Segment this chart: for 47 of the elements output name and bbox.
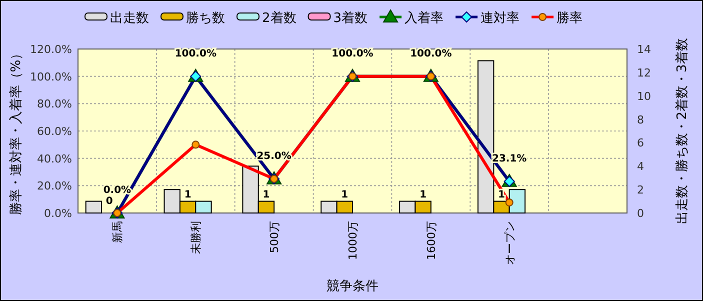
data-label: 100.0% [174, 48, 216, 60]
bar [164, 189, 180, 214]
legend-label: 勝ち数 [186, 11, 225, 26]
data-label: 100.0% [332, 48, 374, 60]
y2-tick-label: 12 [637, 66, 651, 80]
y-axis-title: 勝率・連対率・入着率（%） [8, 46, 24, 216]
data-label: 0 [106, 196, 113, 207]
y2-tick-label: 8 [637, 113, 644, 126]
bar [242, 166, 259, 214]
y2-tick-label: 0 [637, 207, 644, 220]
y2-axis-title: 出走数・勝ち数・2着数・3着数 [674, 38, 690, 224]
data-label: 1 [184, 189, 192, 200]
x-tick-label: 500万 [268, 221, 282, 253]
data-label: 1 [341, 189, 348, 200]
y2-tick-label: 2 [637, 184, 644, 197]
bar [477, 60, 494, 214]
data-label: 1 [420, 189, 427, 200]
data-label: 1 [262, 189, 270, 200]
bar [195, 200, 212, 214]
legend-label: 入着率 [404, 10, 444, 26]
y-tick-label: 80.0% [37, 98, 72, 111]
bar [320, 200, 338, 214]
y-tick-label: 40.0% [37, 152, 72, 166]
legend-label: 勝率 [556, 10, 583, 26]
y2-tick-label: 6 [637, 136, 644, 150]
legend-label: 連対率 [480, 10, 520, 26]
y-tick-label: 20.0% [37, 180, 72, 193]
legend-label: 2着数 [262, 10, 296, 26]
data-label: 100.0% [410, 48, 452, 60]
legend-label: 3着数 [333, 10, 368, 26]
bar [85, 200, 102, 214]
x-tick-label: オープン [503, 221, 516, 265]
y2-tick-label: 10 [637, 90, 651, 103]
y-tick-label: 120.0% [30, 43, 72, 56]
y-tick-label: 60.0% [37, 125, 72, 138]
y-tick-label: 100.0% [30, 70, 72, 84]
bar [508, 189, 526, 214]
legend-label: 出走数 [110, 11, 149, 26]
x-tick-label: 1600万 [424, 221, 438, 260]
bar [399, 200, 416, 214]
y2-tick-label: 14 [637, 43, 651, 56]
y2-tick-label: 4 [637, 160, 644, 174]
x-tick-label: 未勝利 [190, 221, 203, 254]
x-axis-title: 競争条件 [326, 279, 378, 294]
y-tick-label: 0.0% [44, 207, 72, 220]
x-tick-label: 1000万 [346, 221, 360, 260]
x-tick-label: 新馬 [111, 221, 124, 243]
